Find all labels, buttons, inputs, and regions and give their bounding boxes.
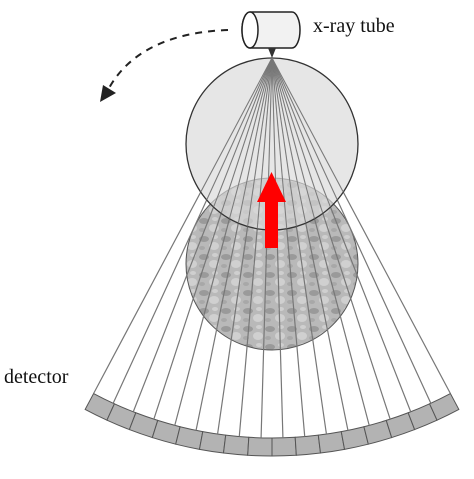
xray-beam-line (186, 58, 273, 230)
xray-tube-icon (241, 11, 301, 58)
xray-beam-line (271, 58, 284, 230)
xray-beam-line (260, 58, 273, 230)
xray-beam-line (186, 58, 273, 230)
xray-beam-line (271, 58, 358, 230)
detector-cell (198, 431, 227, 454)
xray-beam-line (271, 58, 358, 230)
xray-beam-line (271, 58, 358, 230)
detector-cell (271, 436, 297, 457)
xray-beam-line (271, 58, 358, 230)
fan-beam-inside-circle (186, 58, 358, 230)
xray-beam-line (186, 58, 273, 230)
xray-beam-line (271, 58, 358, 230)
xray-beam-line (271, 58, 327, 230)
detector-array (84, 392, 460, 457)
detector-cell (428, 392, 460, 421)
xray-beam-line (186, 58, 273, 230)
movement-arrow (257, 172, 286, 248)
detector-cell (151, 419, 181, 445)
xray-beam-line (271, 58, 306, 230)
detector-cell (317, 431, 346, 454)
detector-cell (222, 434, 250, 456)
xray-beam-line (195, 58, 273, 230)
xray-beam-line (186, 58, 273, 230)
detector-cell (294, 434, 322, 456)
detector-label: detector (4, 366, 69, 388)
detector-cell (247, 436, 273, 457)
xray-tube-label: x-ray tube (313, 15, 395, 37)
detector-cell (175, 426, 204, 450)
xray-beam-line (217, 58, 273, 230)
detector-cell (340, 426, 369, 450)
xray-beam-line (238, 58, 273, 230)
rotation-direction-arrow (100, 29, 229, 102)
xray-beam-line (271, 58, 349, 230)
